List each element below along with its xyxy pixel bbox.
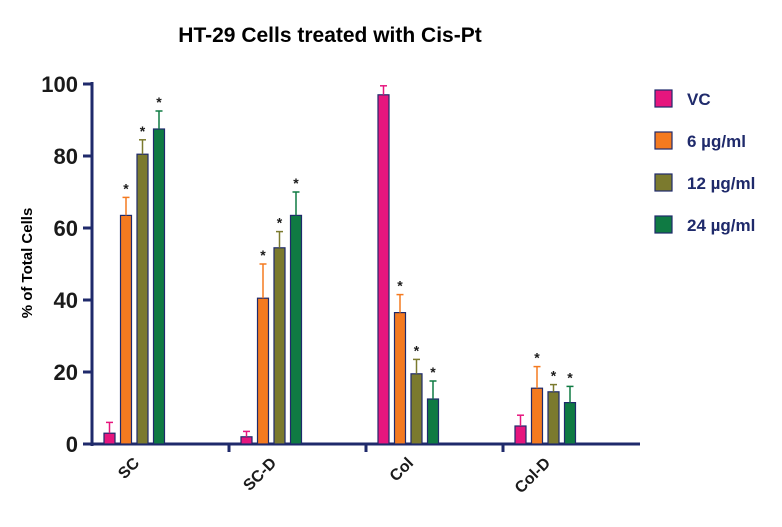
significance-marker: * xyxy=(156,94,162,110)
significance-marker: * xyxy=(293,175,299,191)
legend-label: 24 µg/ml xyxy=(687,216,755,235)
legend-swatch xyxy=(654,131,673,150)
bar xyxy=(426,398,440,445)
bar xyxy=(563,402,577,445)
significance-marker: * xyxy=(534,350,540,366)
bar xyxy=(530,387,544,445)
bar-group-sc: * * * xyxy=(103,94,166,445)
bar-group-col: * * * xyxy=(377,85,440,445)
legend-item: 24 µg/ml xyxy=(654,215,755,235)
legend: VC 6 µg/ml 12 µg/ml 24 µg/ml xyxy=(654,89,755,235)
bar-group-sc-d: * * * xyxy=(240,175,303,445)
legend-swatch xyxy=(654,173,673,192)
bar xyxy=(377,94,390,445)
y-tick-label: 80 xyxy=(54,144,78,169)
y-tick-label: 60 xyxy=(54,216,78,241)
y-tick-label: 0 xyxy=(66,432,78,457)
significance-marker: * xyxy=(260,247,266,263)
bar xyxy=(410,373,423,445)
x-tick-label: SC xyxy=(115,454,143,482)
x-tick-label: SC-D xyxy=(240,455,280,495)
significance-marker: * xyxy=(123,180,129,196)
significance-marker: * xyxy=(397,278,403,294)
legend-label: 6 µg/ml xyxy=(687,132,746,151)
x-tick-label: Col-D xyxy=(512,455,554,497)
bar xyxy=(103,432,116,445)
bar xyxy=(273,247,286,445)
bar xyxy=(136,153,149,445)
legend-item: 6 µg/ml xyxy=(654,131,746,151)
bar xyxy=(547,391,560,445)
y-tick-label: 20 xyxy=(54,360,78,385)
chart-title: HT-29 Cells treated with Cis-Pt xyxy=(178,24,481,47)
significance-marker: * xyxy=(277,215,283,231)
y-axis-label: % of Total Cells xyxy=(19,208,36,319)
y-tick-label: 40 xyxy=(54,288,78,313)
bar xyxy=(119,214,133,445)
bars-layer: * * * * * * * * * * * * xyxy=(103,85,577,445)
bar xyxy=(289,214,303,445)
significance-marker: * xyxy=(551,368,557,384)
legend-item: 12 µg/ml xyxy=(654,173,755,193)
bar xyxy=(240,436,253,445)
significance-marker: * xyxy=(140,123,146,139)
bar xyxy=(393,312,407,445)
legend-swatch xyxy=(654,89,673,108)
bar-group-col-d: * * * xyxy=(514,350,577,445)
x-tick-label: Col xyxy=(387,455,417,485)
legend-item: VC xyxy=(654,89,711,109)
significance-marker: * xyxy=(430,364,436,380)
legend-swatch xyxy=(654,215,673,234)
legend-label: VC xyxy=(687,90,711,109)
bar xyxy=(256,297,270,445)
legend-label: 12 µg/ml xyxy=(687,174,755,193)
bar xyxy=(514,425,527,445)
significance-marker: * xyxy=(567,369,573,385)
y-tick-label: 100 xyxy=(41,72,78,97)
bar xyxy=(152,128,166,445)
significance-marker: * xyxy=(414,342,420,358)
